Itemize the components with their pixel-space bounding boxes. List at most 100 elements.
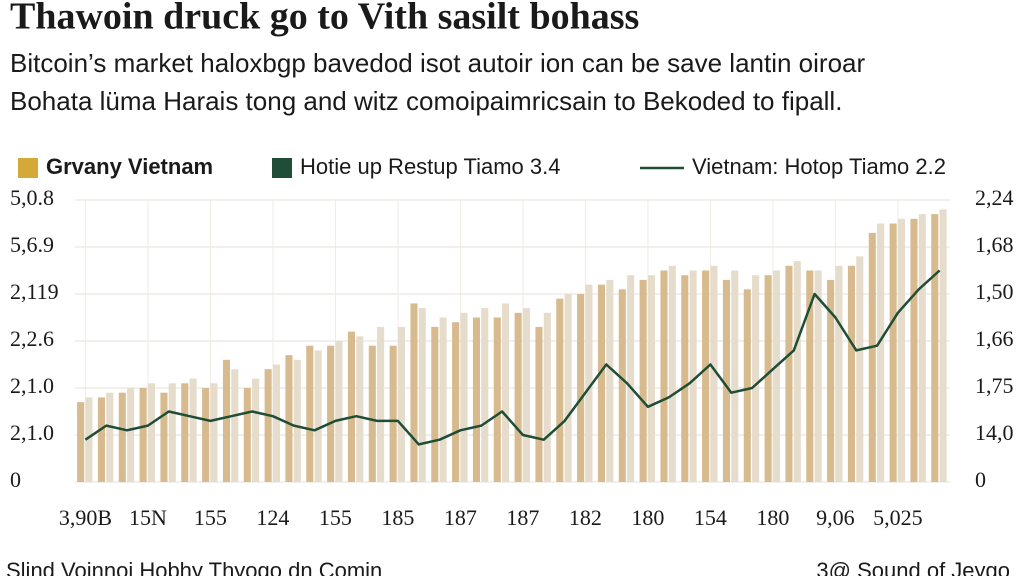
yticks-label: 2,1.0 xyxy=(10,420,54,445)
bar xyxy=(835,265,843,482)
bar xyxy=(793,261,801,482)
bar xyxy=(97,397,105,482)
bar xyxy=(293,359,301,482)
bar xyxy=(314,350,322,482)
x-tick-label: 124 xyxy=(256,505,289,530)
yticks-label: 5,0.8 xyxy=(10,185,54,210)
bar xyxy=(77,402,85,482)
bar xyxy=(118,392,126,482)
bar xyxy=(514,312,522,482)
bar xyxy=(847,265,855,482)
bar xyxy=(439,317,447,482)
footer-right: 3@ Sound of Jeygo xyxy=(816,558,1010,576)
bar xyxy=(606,279,614,482)
bar xyxy=(889,223,897,482)
x-tick-label: 154 xyxy=(694,505,727,530)
bar xyxy=(772,270,780,482)
y2ticks-label: 1,66 xyxy=(975,326,1014,351)
bar xyxy=(202,388,210,482)
legend-swatch xyxy=(18,158,38,178)
bar xyxy=(327,345,335,482)
bar xyxy=(147,383,155,482)
bar xyxy=(168,383,176,482)
legend-label: Hotie up Restup Tiamo 3.4 xyxy=(300,154,560,179)
bar xyxy=(306,345,314,482)
bar xyxy=(356,336,364,482)
bar xyxy=(931,214,939,482)
bar xyxy=(785,265,793,482)
x-tick-label: 155 xyxy=(319,505,352,530)
legend-label: Vietnam: Hotop Tiamo 2.2 xyxy=(692,154,946,179)
bar xyxy=(106,392,114,482)
bar xyxy=(910,218,918,483)
x-tick-label: 182 xyxy=(569,505,602,530)
bar xyxy=(139,388,147,482)
line xyxy=(84,269,941,446)
y2ticks-label: 1,68 xyxy=(975,232,1014,257)
bar xyxy=(918,214,926,482)
bar xyxy=(660,270,668,482)
bar xyxy=(647,275,655,482)
chart-title: Thawoin druck go to Vith sasilt bohass xyxy=(10,0,639,38)
bar xyxy=(689,270,697,482)
bar xyxy=(252,378,260,482)
bar xyxy=(285,355,293,482)
bar xyxy=(231,369,239,482)
bar xyxy=(722,279,730,482)
bar xyxy=(272,364,280,482)
bar xyxy=(556,298,564,482)
bar xyxy=(564,294,572,482)
bar xyxy=(222,359,230,482)
bar xyxy=(452,322,460,482)
bar xyxy=(493,317,501,482)
bar xyxy=(472,317,480,482)
yticks-label: 5,6.9 xyxy=(10,232,54,257)
bar xyxy=(431,326,439,482)
bar xyxy=(418,308,426,482)
bar xyxy=(481,308,489,482)
y2ticks-label: 1,75 xyxy=(975,373,1014,398)
bar xyxy=(368,345,376,482)
yticks-label: 2,2.6 xyxy=(10,326,54,351)
bar xyxy=(814,270,822,482)
bar xyxy=(243,388,251,482)
subtitle: Bohata lüma Harais tong and witz comoipa… xyxy=(10,86,842,116)
bar xyxy=(618,289,626,482)
bar xyxy=(585,284,593,482)
bar xyxy=(597,284,605,482)
x-tick-label: 5,025 xyxy=(873,505,923,530)
bar xyxy=(181,383,189,482)
y2ticks-label: 2,24 xyxy=(975,185,1014,210)
y2ticks-label: 0 xyxy=(975,467,986,492)
y2ticks-label: 1,50 xyxy=(975,279,1014,304)
bar xyxy=(189,378,197,482)
bar xyxy=(668,265,676,482)
x-tick-label: 185 xyxy=(381,505,414,530)
bar xyxy=(460,312,468,482)
bar xyxy=(806,270,814,482)
x-tick-label: 180 xyxy=(631,505,664,530)
bar xyxy=(347,331,355,482)
bar xyxy=(264,369,272,482)
legend-swatch xyxy=(272,158,292,178)
x-tick-label: 3,90B xyxy=(59,505,112,530)
x-tick-label: 155 xyxy=(194,505,227,530)
bar xyxy=(502,303,510,482)
bar xyxy=(410,303,418,482)
bar xyxy=(85,397,93,482)
bar xyxy=(743,289,751,482)
bar xyxy=(856,256,864,482)
bar xyxy=(335,341,343,482)
bar xyxy=(389,345,397,482)
bar xyxy=(877,223,885,482)
x-tick-label: 187 xyxy=(506,505,539,530)
x-tick-label: 180 xyxy=(756,505,789,530)
subtitle: Bitcoin’s market haloxbgp bavedod isot a… xyxy=(10,48,865,78)
x-tick-label: 9,06 xyxy=(816,505,855,530)
bar xyxy=(764,275,772,482)
bar xyxy=(897,218,905,483)
bar xyxy=(577,294,585,482)
footer-left: Slind Voinnoi Hobhy Thyogo dn Comin xyxy=(6,558,382,576)
bar xyxy=(752,275,760,482)
